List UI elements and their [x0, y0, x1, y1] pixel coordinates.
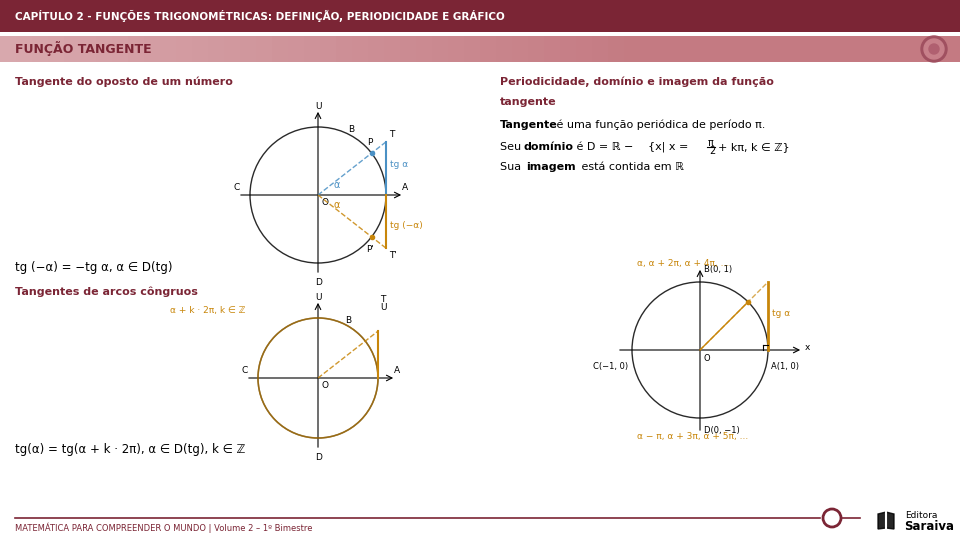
- Text: B: B: [348, 125, 354, 134]
- Circle shape: [924, 39, 944, 59]
- Text: 2: 2: [709, 146, 715, 156]
- Text: A: A: [402, 183, 408, 192]
- Text: P: P: [367, 138, 372, 147]
- FancyBboxPatch shape: [304, 36, 320, 62]
- FancyBboxPatch shape: [528, 36, 544, 62]
- Text: tg(α) = tg(α + k · 2π), α ∈ D(tg), k ∈ ℤ: tg(α) = tg(α + k · 2π), α ∈ D(tg), k ∈ ℤ: [15, 443, 246, 456]
- FancyBboxPatch shape: [352, 36, 368, 62]
- FancyBboxPatch shape: [320, 36, 336, 62]
- Text: D: D: [316, 278, 323, 287]
- FancyBboxPatch shape: [512, 36, 528, 62]
- Text: Editora: Editora: [905, 511, 937, 521]
- Text: é uma função periódica de período π.: é uma função periódica de período π.: [553, 120, 765, 130]
- Text: U: U: [316, 293, 323, 302]
- FancyBboxPatch shape: [256, 36, 272, 62]
- Text: imagem: imagem: [526, 162, 576, 172]
- Text: A(1, 0): A(1, 0): [771, 362, 799, 371]
- Text: FUNÇÃO TANGENTE: FUNÇÃO TANGENTE: [15, 42, 152, 57]
- Text: é D = ℝ −: é D = ℝ −: [573, 142, 636, 152]
- Text: domínio: domínio: [524, 142, 574, 152]
- Text: B: B: [346, 316, 351, 325]
- Text: C: C: [242, 366, 248, 375]
- Text: Tangente: Tangente: [500, 120, 558, 130]
- Text: α: α: [333, 200, 340, 210]
- Text: tg α: tg α: [772, 309, 790, 319]
- Text: tg (−α): tg (−α): [390, 221, 422, 230]
- FancyBboxPatch shape: [448, 36, 464, 62]
- FancyBboxPatch shape: [272, 36, 288, 62]
- FancyBboxPatch shape: [112, 36, 128, 62]
- FancyBboxPatch shape: [176, 36, 192, 62]
- Text: U: U: [380, 303, 387, 312]
- Text: O: O: [321, 198, 328, 207]
- Text: T': T': [389, 251, 396, 260]
- Polygon shape: [886, 512, 894, 529]
- FancyBboxPatch shape: [0, 36, 16, 62]
- FancyBboxPatch shape: [208, 36, 224, 62]
- FancyBboxPatch shape: [128, 36, 144, 62]
- FancyBboxPatch shape: [160, 36, 176, 62]
- Text: Tangentes de arcos côngruos: Tangentes de arcos côngruos: [15, 287, 198, 297]
- FancyBboxPatch shape: [480, 36, 496, 62]
- Text: U: U: [316, 102, 323, 111]
- Polygon shape: [878, 512, 886, 529]
- FancyBboxPatch shape: [64, 36, 80, 62]
- FancyBboxPatch shape: [48, 36, 64, 62]
- Text: T: T: [389, 130, 395, 139]
- FancyBboxPatch shape: [0, 36, 960, 62]
- FancyBboxPatch shape: [192, 36, 208, 62]
- Text: está contida em ℝ: está contida em ℝ: [578, 162, 684, 172]
- Text: α + k · 2π, k ∈ ℤ: α + k · 2π, k ∈ ℤ: [171, 306, 246, 314]
- Text: P': P': [366, 245, 373, 254]
- FancyBboxPatch shape: [384, 36, 400, 62]
- Text: Saraiva: Saraiva: [904, 521, 954, 534]
- Text: O: O: [703, 354, 709, 363]
- Text: tangente: tangente: [500, 97, 557, 107]
- Text: tg (−α) = −tg α, α ∈ D(tg): tg (−α) = −tg α, α ∈ D(tg): [15, 261, 173, 274]
- Text: α: α: [333, 180, 340, 190]
- Text: D(0, −1): D(0, −1): [704, 426, 740, 435]
- Text: D: D: [316, 453, 323, 462]
- FancyBboxPatch shape: [416, 36, 432, 62]
- Text: CAPÍTULO 2 - FUNÇÕES TRIGONOMÉTRICAS: DEFINIÇÃO, PERIODICIDADE E GRÁFICO: CAPÍTULO 2 - FUNÇÕES TRIGONOMÉTRICAS: DE…: [15, 10, 505, 22]
- FancyBboxPatch shape: [544, 36, 560, 62]
- FancyBboxPatch shape: [16, 36, 32, 62]
- FancyBboxPatch shape: [80, 36, 96, 62]
- FancyBboxPatch shape: [240, 36, 256, 62]
- Text: x: x: [805, 342, 810, 352]
- Text: {x| x =: {x| x =: [648, 141, 688, 152]
- Text: Sua: Sua: [500, 162, 524, 172]
- Text: α − π, α + 3π, α + 5π, ...: α − π, α + 3π, α + 5π, ...: [637, 432, 748, 441]
- FancyBboxPatch shape: [336, 36, 352, 62]
- Text: O: O: [321, 381, 328, 390]
- FancyBboxPatch shape: [288, 36, 304, 62]
- Text: α, α + 2π, α + 4π, ...: α, α + 2π, α + 4π, ...: [637, 259, 730, 268]
- Text: C(−1, 0): C(−1, 0): [593, 362, 628, 371]
- Text: π: π: [708, 138, 714, 148]
- FancyBboxPatch shape: [96, 36, 112, 62]
- FancyBboxPatch shape: [464, 36, 480, 62]
- FancyBboxPatch shape: [32, 36, 48, 62]
- Text: Tangente do oposto de um número: Tangente do oposto de um número: [15, 77, 233, 87]
- Text: MATEMÁTICA PARA COMPREENDER O MUNDO | Volume 2 – 1º Bimestre: MATEMÁTICA PARA COMPREENDER O MUNDO | Vo…: [15, 523, 313, 534]
- Text: B(0, 1): B(0, 1): [704, 265, 732, 274]
- Circle shape: [929, 44, 939, 54]
- Text: tg α: tg α: [390, 160, 408, 169]
- Text: + kπ, k ∈ ℤ}: + kπ, k ∈ ℤ}: [718, 142, 790, 152]
- FancyBboxPatch shape: [400, 36, 416, 62]
- Text: C: C: [233, 183, 240, 192]
- FancyBboxPatch shape: [496, 36, 512, 62]
- Text: A: A: [394, 366, 400, 375]
- Circle shape: [921, 36, 947, 62]
- FancyBboxPatch shape: [144, 36, 160, 62]
- FancyBboxPatch shape: [224, 36, 240, 62]
- FancyBboxPatch shape: [0, 0, 960, 32]
- Text: T: T: [380, 295, 385, 304]
- Text: Seu: Seu: [500, 142, 524, 152]
- FancyBboxPatch shape: [368, 36, 384, 62]
- Text: Periodicidade, domínio e imagem da função: Periodicidade, domínio e imagem da funçã…: [500, 77, 774, 87]
- FancyBboxPatch shape: [432, 36, 448, 62]
